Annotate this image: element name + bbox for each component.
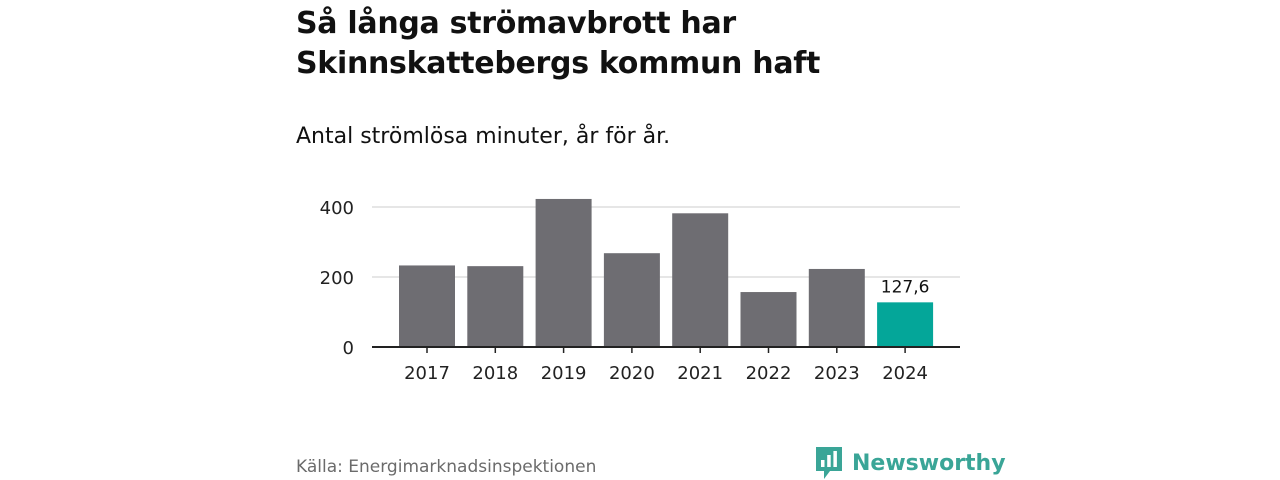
chart-title: Så långa strömavbrott har Skinnskatteber… — [296, 6, 821, 81]
y-tick-label: 200 — [320, 268, 354, 289]
x-tick-label: 2024 — [882, 363, 928, 384]
x-tick-label: 2018 — [472, 363, 518, 384]
x-tick-label: 2022 — [746, 363, 792, 384]
bar-2019 — [535, 198, 592, 347]
newsworthy-logo-icon — [816, 447, 842, 479]
bar-2018 — [467, 266, 524, 347]
bar-2023 — [808, 268, 865, 347]
bars — [399, 198, 934, 347]
gridlines — [372, 206, 960, 278]
x-tick-label: 2019 — [541, 363, 587, 384]
bar-2021 — [672, 213, 729, 347]
y-tick-label: 400 — [320, 198, 354, 219]
y-tick-label: 0 — [343, 338, 354, 359]
data-label-2024: 127,6 — [881, 277, 930, 297]
x-tick-label: 2020 — [609, 363, 655, 384]
y-axis-ticks: 0 200 400 — [320, 198, 354, 359]
bar-2022 — [740, 292, 797, 347]
data-labels: 127,6 — [881, 277, 930, 297]
bar-2020 — [603, 253, 660, 347]
bar-2017 — [399, 265, 455, 347]
x-axis-ticks: 2017 2018 2019 2020 2021 2022 2023 2024 — [404, 347, 928, 384]
x-tick-label: 2017 — [404, 363, 450, 384]
chart-subtitle: Antal strömlösa minuter, år för år. — [296, 124, 671, 149]
bar-2024 — [877, 302, 934, 347]
x-tick-label: 2021 — [677, 363, 723, 384]
logo-text: Newsworthy — [852, 450, 1006, 476]
source-note: Källa: Energimarknadsinspektionen — [296, 457, 597, 477]
x-tick-label: 2023 — [814, 363, 860, 384]
newsworthy-logo: Newsworthy — [814, 446, 1006, 480]
